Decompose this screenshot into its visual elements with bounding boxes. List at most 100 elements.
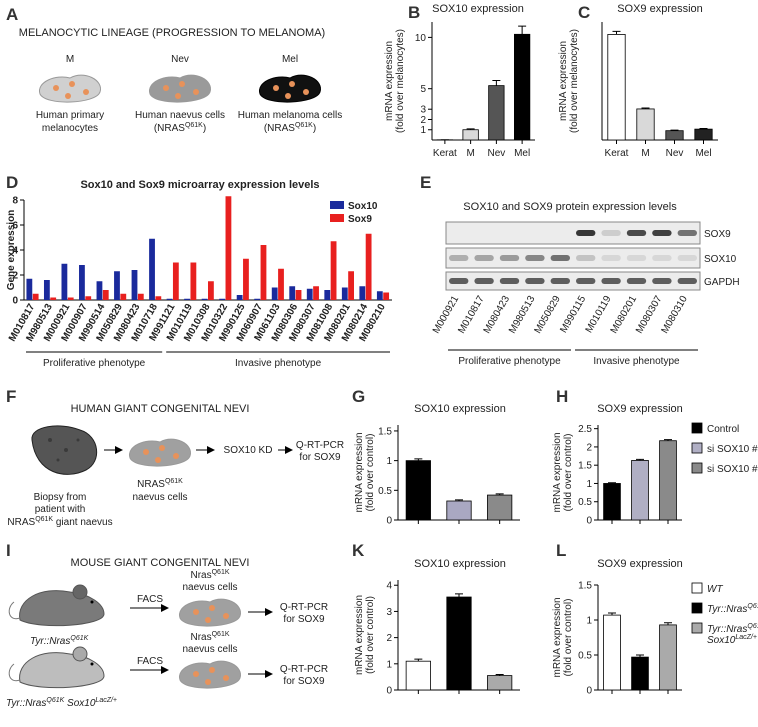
cell [129, 438, 191, 467]
blot-band [474, 278, 494, 284]
blot-band [626, 255, 647, 261]
superscript: Q61K [70, 635, 88, 642]
bar [365, 233, 372, 300]
row-label: SOX9 [704, 229, 731, 240]
chart-title: SOX9 expression [597, 403, 683, 415]
step-label: SOX10 KD [224, 445, 273, 456]
y-tick-label: 8 [12, 196, 18, 207]
rich-text: NrasQ61K [190, 569, 229, 581]
panel-label: F [6, 387, 16, 406]
x-tick-label: Mel [514, 148, 530, 159]
text-part: Tyr::Nras [707, 624, 747, 635]
blot-band [525, 255, 545, 261]
bar [341, 287, 348, 300]
nucleus [285, 93, 291, 99]
bar [488, 85, 505, 141]
bar [446, 500, 472, 521]
tissue-spots [48, 438, 80, 462]
step-label: for SOX9 [283, 614, 325, 625]
blot-strip [445, 221, 701, 245]
mouse-ear [72, 584, 88, 600]
blot-band [626, 278, 647, 284]
x-tick-label: Mel [695, 148, 711, 159]
legend-label: Sox10 [348, 201, 378, 212]
y-tick-label: 1 [586, 479, 592, 490]
blot-band [652, 230, 672, 236]
bar [289, 286, 296, 300]
bar [254, 298, 261, 300]
y-axis-label: (fold over control) [563, 434, 574, 512]
text-part: (NRAS [154, 123, 185, 134]
cell [39, 74, 101, 103]
panel-label: I [6, 541, 11, 560]
legend-swatch [691, 422, 703, 434]
legend-label: Sox9 [348, 214, 372, 225]
cell [259, 74, 321, 103]
superscript: Q61K [212, 631, 230, 638]
nucleus [193, 671, 199, 677]
blot-band [626, 230, 647, 236]
caption: naevus cells [132, 492, 187, 503]
bar [50, 297, 57, 300]
cell-drawings [129, 438, 191, 467]
bar [79, 265, 85, 300]
error-bar [495, 674, 504, 676]
text-part: NRAS [137, 479, 165, 490]
mouse-eye [90, 600, 94, 604]
bar [236, 295, 243, 300]
bar [219, 298, 226, 300]
error-bar [414, 658, 423, 662]
legend-swatch [691, 462, 703, 474]
y-axis-label: (fold over control) [365, 596, 376, 674]
cell-caption: (NRASQ61K) [154, 122, 206, 134]
chart-title: SOX10 expression [414, 403, 506, 415]
panel-label: A [6, 5, 18, 24]
mouse-ear [72, 646, 88, 662]
nucleus [193, 89, 199, 95]
y-tick-label: 2 [586, 442, 592, 453]
superscript: LacZ/+ [95, 697, 117, 704]
superscript: Q61K [295, 122, 313, 129]
bar [359, 286, 366, 300]
x-tick-label: Kerat [605, 148, 629, 159]
error-bar [608, 612, 616, 616]
chart-title: SOX10 expression [414, 558, 506, 570]
superscript: Q61K [747, 603, 758, 610]
blot-band [652, 278, 672, 284]
nucleus [143, 449, 149, 455]
superscript: Q61K [212, 569, 230, 576]
nucleus [273, 85, 279, 91]
error-bar [612, 30, 621, 35]
caption: Biopsy from [34, 492, 87, 503]
bar [260, 245, 267, 300]
panel-a: A MELANOCYTIC LINEAGE (PROGRESSION TO ME… [6, 5, 342, 134]
text-part: NRAS [7, 517, 35, 528]
blot-band [576, 278, 596, 284]
error-bar [495, 493, 504, 496]
chart-title: SOX10 expression [432, 3, 524, 15]
text-part: ) [203, 123, 206, 134]
y-tick-label: 0 [386, 686, 392, 697]
nucleus [69, 81, 75, 87]
y-tick-label: 2 [420, 115, 426, 126]
rich-text: WT [707, 584, 723, 595]
step-label: Q-RT-PCR [296, 440, 344, 451]
panel-title: SOX10 and SOX9 protein expression levels [463, 201, 677, 213]
mouse [19, 590, 105, 627]
bar [96, 281, 103, 300]
bar [405, 660, 431, 691]
x-tick-label: M [641, 148, 649, 159]
mouse-tail [8, 601, 21, 620]
cell-caption: melanocytes [42, 123, 98, 134]
group-label: Invasive phenotype [593, 356, 680, 367]
y-tick-label: 1 [420, 125, 426, 136]
bar [149, 238, 155, 300]
rich-text: si SOX10 #1 [707, 444, 758, 455]
step-label: for SOX9 [283, 676, 325, 687]
y-tick-label: 2.5 [578, 424, 592, 435]
bar [405, 460, 431, 521]
superscript: Q61K [46, 697, 64, 704]
caption: NRASQ61K [137, 478, 183, 490]
bar [659, 440, 677, 521]
text-part: Tyr::Nras [6, 698, 46, 709]
